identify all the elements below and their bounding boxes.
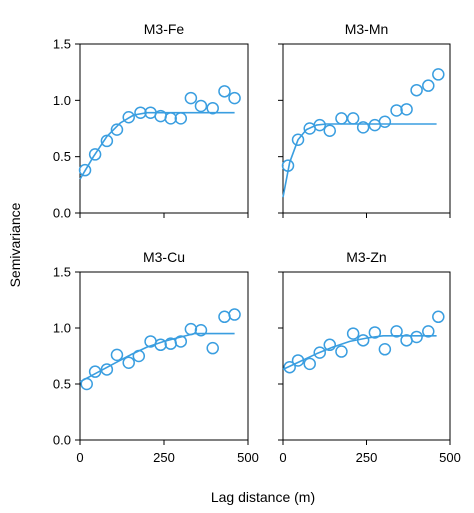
panel-title: M3-Mn — [345, 21, 389, 37]
model-curve — [282, 123, 437, 198]
y-tick-label: 0.5 — [53, 377, 71, 392]
y-tick-label: 0.5 — [53, 149, 71, 164]
data-point — [228, 308, 241, 321]
data-point — [291, 354, 305, 367]
data-point — [122, 356, 135, 369]
data-point — [356, 121, 370, 134]
data-point — [356, 334, 370, 347]
y-tick-label: 0.0 — [53, 433, 71, 448]
data-point — [390, 104, 403, 117]
x-tick-label: 250 — [356, 450, 378, 465]
data-point — [184, 91, 198, 105]
data-point — [346, 112, 360, 125]
data-point — [378, 343, 392, 356]
x-tick-label: 0 — [279, 450, 286, 465]
data-point — [164, 112, 177, 125]
data-point — [432, 310, 445, 324]
panel-m3-zn: M3-Zn 0 250 500 — [278, 249, 461, 465]
data-point — [110, 123, 124, 136]
y-tick-label: 1.5 — [53, 265, 71, 280]
data-point — [281, 159, 295, 172]
y-axis-label: Semivariance — [7, 202, 23, 287]
data-point — [194, 323, 208, 337]
data-point — [78, 163, 92, 177]
data-point — [228, 91, 241, 105]
data-point — [303, 357, 316, 371]
data-point — [368, 326, 382, 339]
y-tick-label: 1.0 — [53, 93, 71, 108]
data-point — [432, 68, 445, 81]
panel-m3-mn: M3-Mn — [278, 21, 451, 218]
panel-m3-fe: M3-Fe 0.0 0.5 1.0 1.5 — [53, 21, 249, 221]
y-tick-label: 1.5 — [53, 37, 71, 52]
data-point — [422, 325, 435, 338]
data-point — [323, 124, 337, 138]
data-point — [283, 360, 296, 374]
data-point — [174, 112, 188, 125]
panel-grid: M3-Fe 0.0 0.5 1.0 1.5 M3-Mn M3-Cu 0.0 0.5 1.0 1.5 0… — [53, 21, 461, 465]
data-point — [313, 118, 326, 132]
model-curve — [79, 111, 235, 180]
data-point — [378, 115, 392, 128]
data-point — [206, 101, 219, 115]
data-point — [154, 338, 167, 352]
data-point — [410, 330, 423, 344]
data-point — [335, 345, 348, 358]
model-curve — [282, 335, 437, 371]
data-point — [346, 327, 360, 340]
data-point — [390, 325, 403, 338]
data-point — [323, 338, 337, 352]
data-point — [313, 346, 326, 359]
plot-frame — [79, 271, 249, 441]
data-point — [100, 134, 114, 148]
panel-m3-cu: M3-Cu 0.0 0.5 1.0 1.5 0 250 500 — [53, 249, 259, 465]
panel-title: M3-Zn — [346, 249, 386, 265]
y-tick-label: 1.0 — [53, 321, 71, 336]
data-point — [80, 377, 93, 391]
data-point — [122, 110, 135, 124]
data-point — [218, 85, 231, 98]
plot-frame — [79, 43, 249, 214]
x-tick-label: 250 — [153, 450, 175, 465]
data-point — [291, 133, 305, 147]
data-point — [184, 322, 198, 336]
data-point — [110, 348, 124, 362]
data-point — [218, 310, 231, 324]
x-axis-label: Lag distance (m) — [211, 489, 315, 505]
data-point — [100, 363, 114, 376]
data-point — [194, 99, 208, 113]
panel-title: M3-Cu — [143, 249, 185, 265]
panel-title: M3-Fe — [144, 21, 185, 37]
data-point — [132, 349, 146, 363]
x-tick-label: 500 — [439, 450, 461, 465]
data-point — [400, 103, 413, 116]
y-tick-label: 0.0 — [53, 206, 71, 221]
data-point — [410, 83, 423, 97]
x-tick-label: 500 — [237, 450, 259, 465]
x-tick-label: 0 — [76, 450, 83, 465]
data-point — [174, 335, 188, 348]
plot-frame — [282, 271, 451, 441]
data-point — [206, 341, 219, 355]
data-point — [134, 106, 147, 119]
data-point — [88, 365, 102, 378]
data-point — [88, 148, 102, 161]
data-point — [335, 112, 348, 125]
data-point — [422, 79, 435, 92]
